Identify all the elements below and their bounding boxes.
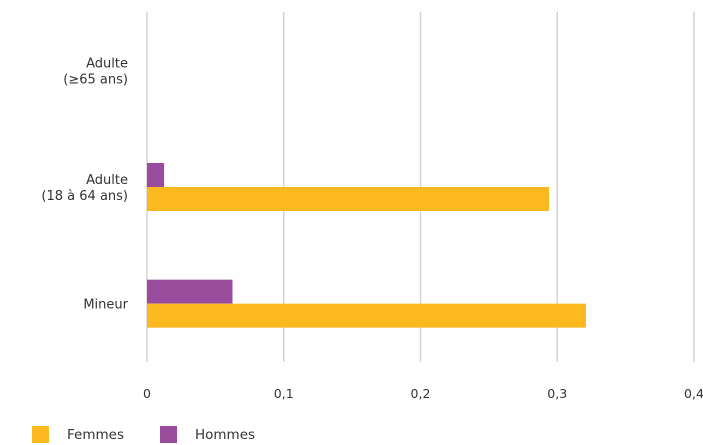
category-label-line: Adulte xyxy=(86,173,128,188)
category-label-line: Mineur xyxy=(83,298,128,313)
x-tick-labels: 0 0,1 0,2 0,3 0,4 xyxy=(143,386,703,401)
legend-swatch-femmes xyxy=(32,426,49,443)
legend-item-hommes: Hommes xyxy=(159,426,256,443)
legend-label-hommes: Hommes xyxy=(194,426,256,443)
bar-femmes-1 xyxy=(147,187,550,211)
bars xyxy=(147,163,586,328)
bar-hommes-2 xyxy=(147,279,233,304)
x-tick-label-3: 0,3 xyxy=(547,386,567,401)
legend: Femmes Hommes xyxy=(32,426,291,443)
legend-swatch-hommes xyxy=(159,426,177,443)
legend-item-femmes: Femmes xyxy=(32,426,124,443)
x-tick-label-1: 0,1 xyxy=(274,386,294,401)
category-label-line: (≥65 ans) xyxy=(63,72,128,87)
category-label-line: (18 à 64 ans) xyxy=(41,189,128,204)
bar-hommes-1 xyxy=(147,163,165,187)
category-label-2: Mineur xyxy=(83,298,128,313)
bar-femmes-2 xyxy=(147,303,586,328)
x-tick-label-0: 0 xyxy=(143,386,151,401)
x-tick-label-2: 0,2 xyxy=(411,386,431,401)
category-label-line: Adulte xyxy=(86,56,128,71)
legend-label-femmes: Femmes xyxy=(67,426,124,443)
category-label-0: Adulte (≥65 ans) xyxy=(63,56,128,87)
category-label-1: Adulte (18 à 64 ans) xyxy=(41,173,128,204)
x-tick-label-4: 0,4 xyxy=(684,386,703,401)
category-labels: Adulte (≥65 ans)Adulte (18 à 64 ans)Mineur xyxy=(41,56,128,312)
